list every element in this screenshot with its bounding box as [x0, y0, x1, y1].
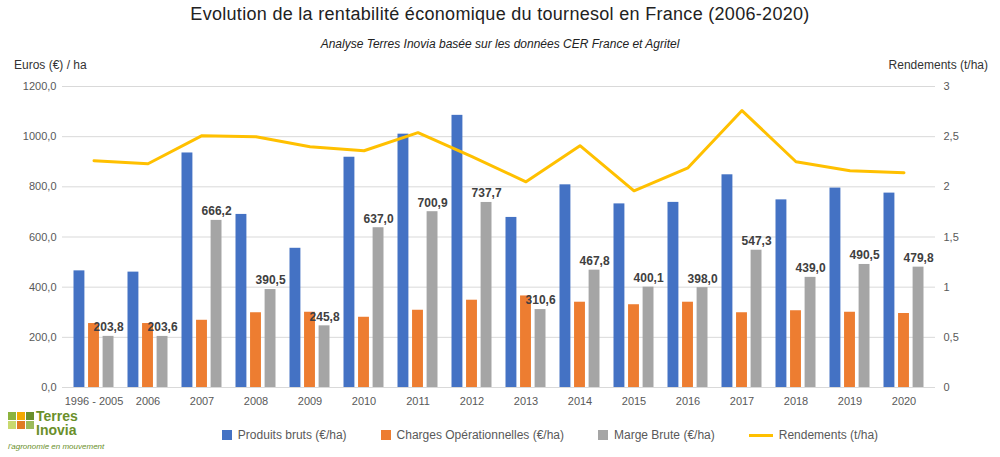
svg-text:490,5: 490,5 — [850, 248, 880, 262]
svg-text:2006: 2006 — [136, 395, 160, 407]
svg-text:800,0: 800,0 — [29, 180, 57, 192]
svg-text:0: 0 — [944, 381, 950, 393]
html-text:Analyse Terres Inovia basée su: Analyse Terres Inovia basée sur les donn… — [320, 37, 680, 51]
svg-text:467,8: 467,8 — [580, 254, 610, 268]
svg-text:2013: 2013 — [514, 395, 538, 407]
svg-text:0,0: 0,0 — [41, 381, 56, 393]
svg-text:2008: 2008 — [244, 395, 268, 407]
html-text:Rendements (t/ha): Rendements (t/ha) — [778, 428, 879, 442]
svg-text:400,1: 400,1 — [634, 271, 664, 285]
svg-text:2015: 2015 — [622, 395, 646, 407]
svg-text:2018: 2018 — [784, 395, 808, 407]
svg-text:2009: 2009 — [298, 395, 322, 407]
svg-text:1200,0: 1200,0 — [23, 80, 57, 92]
svg-text:1996 - 2005: 1996 - 2005 — [65, 395, 124, 407]
svg-text:2010: 2010 — [352, 395, 376, 407]
svg-text:310,6: 310,6 — [526, 293, 556, 307]
svg-text:1000,0: 1000,0 — [23, 130, 57, 142]
svg-text:2012: 2012 — [460, 395, 484, 407]
svg-text:2014: 2014 — [568, 395, 592, 407]
svg-text:2,5: 2,5 — [944, 130, 959, 142]
html-text:Euros (€) / ha: Euros (€) / ha — [14, 58, 87, 72]
svg-text:2019: 2019 — [838, 395, 862, 407]
svg-text:1,5: 1,5 — [944, 231, 959, 243]
html-text:l'agronomie en mouvement: l'agronomie en mouvement — [8, 442, 105, 451]
svg-text:600,0: 600,0 — [29, 231, 57, 243]
svg-text:2007: 2007 — [190, 395, 214, 407]
html-text:Evolution de la rentabilité éc: Evolution de la rentabilité économique d… — [190, 4, 810, 24]
svg-text:737,7: 737,7 — [472, 186, 502, 200]
svg-text:200,0: 200,0 — [29, 331, 57, 343]
svg-text:1: 1 — [944, 281, 950, 293]
html-text:Rendements (t/ha): Rendements (t/ha) — [888, 58, 988, 72]
html-text:Inovia: Inovia — [36, 422, 77, 438]
svg-text:400,0: 400,0 — [29, 281, 57, 293]
svg-text:2011: 2011 — [406, 395, 430, 407]
svg-text:203,8: 203,8 — [94, 320, 124, 334]
svg-text:245,8: 245,8 — [310, 310, 340, 324]
svg-text:547,3: 547,3 — [742, 234, 772, 248]
html-text:Terres: Terres — [36, 408, 78, 424]
svg-text:479,8: 479,8 — [904, 251, 934, 265]
svg-text:3: 3 — [944, 80, 950, 92]
svg-text:398,0: 398,0 — [688, 272, 718, 286]
svg-text:203,6: 203,6 — [148, 320, 178, 334]
svg-text:2016: 2016 — [676, 395, 700, 407]
svg-text:390,5: 390,5 — [256, 273, 286, 287]
html-text:Marge Brute (€/ha): Marge Brute (€/ha) — [614, 428, 715, 442]
html-text:Produits bruts (€/ha): Produits bruts (€/ha) — [237, 428, 347, 442]
svg-text:439,0: 439,0 — [796, 261, 826, 275]
svg-text:2: 2 — [944, 180, 950, 192]
svg-text:0,5: 0,5 — [944, 331, 959, 343]
svg-text:2017: 2017 — [730, 395, 754, 407]
svg-text:700,9: 700,9 — [418, 196, 448, 210]
svg-text:2020: 2020 — [892, 395, 916, 407]
svg-text:637,0: 637,0 — [364, 212, 394, 226]
svg-text:666,2: 666,2 — [202, 204, 232, 218]
html-text:Charges Opérationnelles (€/ha): Charges Opérationnelles (€/ha) — [396, 428, 564, 442]
